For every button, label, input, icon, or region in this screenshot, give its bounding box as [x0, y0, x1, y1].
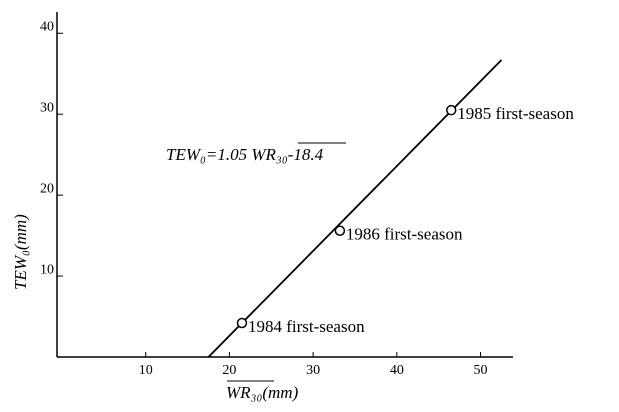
x-tick-label: 50 [474, 363, 488, 378]
x-tick-label: 20 [222, 363, 236, 378]
point [236, 317, 248, 329]
point-label: 1985 first-season [457, 104, 574, 123]
equation: TEW₀=1.05 WR₃₀-18.4 [166, 145, 324, 164]
y-axis-label: TEW₀(mm) [11, 214, 30, 290]
y-tick-label: 10 [40, 262, 54, 277]
x-tick-label: 40 [390, 363, 404, 378]
y-tick-label: 20 [40, 181, 54, 196]
x-axis-label: WR₃₀(mm) [226, 383, 299, 402]
point [445, 104, 457, 116]
point [334, 225, 346, 236]
point-label: 1986 first-season [346, 225, 463, 244]
y-tick-label: 30 [40, 100, 54, 115]
y-tick-label: 40 [40, 19, 54, 34]
x-tick-label: 10 [139, 363, 153, 378]
point-label: 1984 first-season [248, 317, 365, 336]
x-tick-label: 30 [306, 363, 320, 378]
